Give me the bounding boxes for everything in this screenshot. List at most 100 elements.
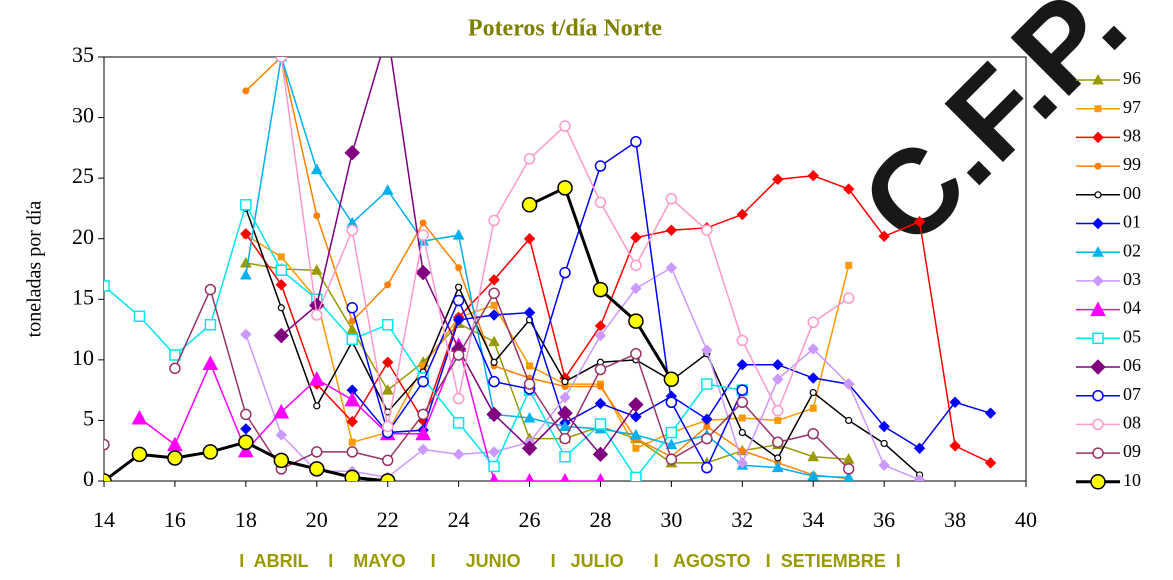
- marker: [807, 316, 819, 329]
- marker: [344, 469, 360, 481]
- marker: [807, 343, 819, 355]
- marker: [594, 418, 607, 430]
- marker: [807, 372, 819, 384]
- marker: [489, 472, 499, 481]
- legend-label: 07: [1123, 384, 1141, 404]
- marker: [417, 229, 429, 241]
- marker: [202, 355, 219, 370]
- marker: [663, 371, 680, 387]
- marker: [131, 446, 148, 463]
- x-tick-label: 34: [802, 507, 824, 532]
- marker: [594, 397, 607, 410]
- marker: [204, 318, 217, 331]
- legend-label: 97: [1123, 97, 1141, 117]
- marker: [344, 144, 360, 161]
- marker: [1094, 191, 1102, 199]
- marker: [275, 279, 288, 291]
- marker: [561, 378, 569, 386]
- legend-label: 00: [1123, 183, 1141, 203]
- x-tick-label: 40: [1015, 507, 1037, 532]
- marker: [630, 259, 642, 272]
- series-line: [245, 208, 921, 476]
- marker: [133, 310, 146, 322]
- marker: [381, 420, 394, 433]
- marker: [417, 375, 429, 388]
- marker: [630, 411, 642, 423]
- marker: [239, 269, 252, 280]
- marker: [1092, 275, 1104, 287]
- marker: [807, 428, 819, 440]
- marker: [525, 472, 534, 481]
- x-tick-label: 22: [377, 507, 399, 532]
- marker: [665, 396, 678, 409]
- marker: [1092, 332, 1104, 345]
- marker: [630, 136, 642, 148]
- marker: [167, 436, 183, 452]
- marker: [665, 224, 678, 236]
- marker: [202, 444, 219, 460]
- x-tick-label: 32: [731, 507, 753, 532]
- marker: [772, 173, 784, 186]
- marker: [809, 404, 817, 412]
- marker: [560, 472, 570, 481]
- marker: [346, 302, 358, 314]
- marker: [310, 264, 323, 275]
- marker: [630, 231, 642, 244]
- marker: [842, 183, 855, 195]
- marker: [701, 224, 713, 236]
- marker: [594, 329, 607, 342]
- x-tick-label: 20: [306, 507, 328, 532]
- marker: [1090, 301, 1106, 317]
- marker: [311, 446, 323, 458]
- marker: [878, 420, 890, 433]
- marker: [630, 282, 642, 295]
- marker: [169, 362, 181, 375]
- marker: [880, 439, 888, 448]
- marker: [736, 334, 749, 347]
- marker: [772, 358, 784, 371]
- marker: [630, 471, 642, 481]
- marker: [630, 348, 642, 360]
- y-tick-label: 20: [72, 224, 94, 249]
- marker: [415, 425, 431, 441]
- marker: [488, 214, 500, 227]
- marker: [452, 294, 465, 307]
- marker: [628, 396, 644, 413]
- marker: [238, 442, 254, 458]
- marker: [594, 196, 607, 209]
- marker: [488, 309, 500, 321]
- marker: [455, 283, 463, 291]
- marker: [878, 459, 890, 471]
- y-tick-label: 35: [72, 42, 94, 67]
- marker: [774, 454, 782, 462]
- x-tick-label: 14: [93, 507, 115, 532]
- legend-label: 04: [1123, 298, 1141, 318]
- marker: [949, 396, 961, 408]
- marker: [240, 199, 252, 211]
- marker: [417, 408, 429, 421]
- y-tick-label: 0: [83, 466, 94, 491]
- marker: [559, 451, 571, 463]
- marker: [1092, 131, 1104, 144]
- series-line: [174, 287, 850, 470]
- series-line: [245, 57, 849, 480]
- marker: [771, 461, 784, 473]
- marker: [594, 320, 607, 332]
- marker: [488, 335, 500, 347]
- marker: [557, 405, 573, 421]
- marker: [592, 446, 609, 463]
- marker: [559, 120, 571, 132]
- marker: [809, 388, 817, 397]
- marker: [381, 184, 394, 195]
- marker: [488, 446, 500, 458]
- marker: [913, 216, 926, 228]
- marker: [526, 362, 534, 370]
- marker: [842, 378, 855, 390]
- marker: [703, 422, 711, 430]
- marker: [523, 153, 536, 165]
- marker: [419, 219, 427, 227]
- marker: [1092, 217, 1104, 230]
- marker: [772, 373, 784, 385]
- marker: [104, 438, 110, 451]
